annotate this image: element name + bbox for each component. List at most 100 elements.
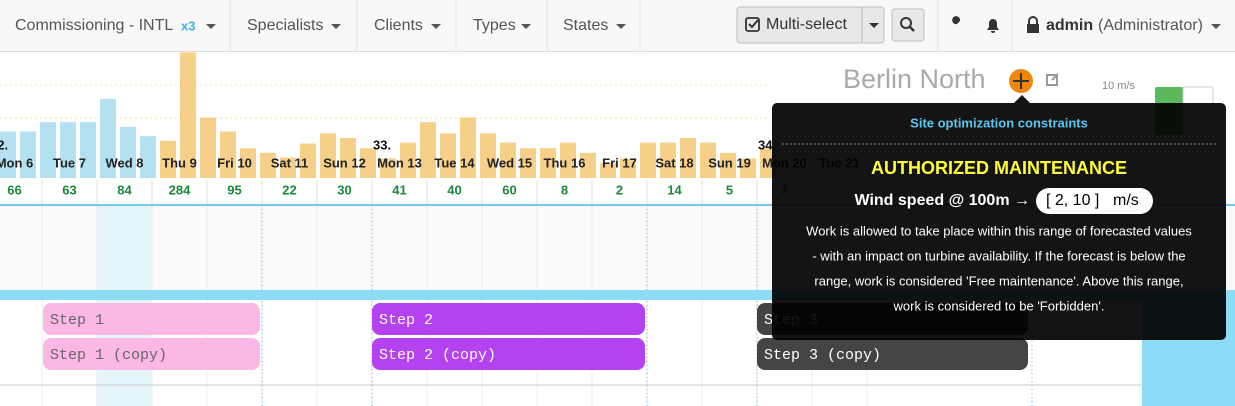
multiselect-button[interactable] — [736, 6, 885, 44]
wind-bar — [180, 52, 196, 179]
caret[interactable] — [521, 24, 531, 29]
wind-bar — [360, 148, 376, 178]
tooltip-description: Work is allowed to take place within thi… — [806, 223, 1192, 313]
wind-bar — [300, 143, 316, 178]
tooltip-label: Wind speed @ 100m → — [855, 192, 1031, 209]
wind-bar — [740, 158, 756, 178]
nav-menu[interactable]: States — [563, 17, 608, 34]
wind-bar — [0, 131, 16, 178]
settings-icon[interactable] — [949, 16, 961, 32]
day-label: Sun 19 — [708, 155, 751, 170]
wind-bar — [660, 142, 676, 178]
day-count: 63 — [62, 182, 76, 197]
nav-menu[interactable]: Specialists — [247, 17, 323, 34]
nav-menu[interactable]: Types — [473, 17, 516, 34]
day-label: Wed 8 — [105, 155, 143, 170]
day-label: Tue 7 — [53, 155, 86, 170]
week-label: 33. — [373, 137, 391, 152]
wind-bar — [60, 122, 76, 178]
task-label: Step 1 — [50, 312, 104, 329]
task-bar[interactable] — [372, 338, 645, 370]
wind-bar — [160, 140, 176, 178]
wind-bar — [400, 142, 416, 178]
site-name: Berlin North — [843, 64, 986, 94]
task-label: Step 1 (copy) — [50, 347, 167, 364]
tasks: Step 1 Step 1 (copy) Step 2 Step 2 (copy) St… — [43, 303, 1028, 370]
task-bar[interactable] — [757, 338, 1028, 370]
day-label: Thu 16 — [544, 155, 586, 170]
wind-bar — [80, 122, 96, 178]
tooltip: Site optimization constraints AUTHORIZED… — [772, 95, 1226, 340]
day-label: Wed 15 — [487, 155, 532, 170]
tooltip-arrow — [1014, 95, 1030, 103]
day-label: Thu 9 — [162, 155, 197, 170]
wind-chart — [0, 52, 776, 179]
wind-bar — [600, 163, 616, 178]
day-label: Sat 18 — [655, 155, 693, 170]
day-count: 14 — [667, 182, 682, 197]
day-label: Fri 17 — [602, 155, 637, 170]
caret[interactable] — [869, 23, 879, 28]
multiselect-label: Multi-select — [766, 16, 847, 33]
caret[interactable] — [206, 24, 216, 29]
notifications-icon[interactable] — [987, 19, 999, 33]
export-icon[interactable] — [1046, 73, 1059, 86]
wind-bar — [680, 138, 696, 178]
task-label: Step 2 — [379, 312, 433, 329]
task-bar[interactable] — [43, 303, 260, 335]
wind-bar — [340, 138, 356, 178]
wind-bar — [480, 133, 496, 178]
description-line: - with an impact on turbine availability… — [812, 248, 1185, 263]
caret[interactable] — [616, 24, 626, 29]
calendar: 32. 33. 34. Mon 6 Tue 7 Wed 8 Thu 9 Fri 10 Sat 1… — [0, 137, 860, 197]
day-count: 30 — [337, 182, 351, 197]
description-line: work is considered to be 'Forbidden'. — [893, 298, 1105, 313]
user-name[interactable]: admin — [1046, 17, 1093, 34]
checkbox-icon — [748, 19, 759, 29]
day-label: Sun 12 — [323, 155, 366, 170]
day-label: Tue 14 — [434, 155, 475, 170]
wind-bar — [720, 152, 736, 178]
wind-bar — [220, 131, 236, 178]
task-bar[interactable] — [43, 338, 260, 370]
day-count: 284 — [169, 182, 191, 197]
day-count: 41 — [392, 182, 406, 197]
project-menu[interactable]: Commissioning - INTL — [15, 17, 173, 34]
tooltip-heading: AUTHORIZED MAINTENANCE — [871, 158, 1127, 178]
wind-bar — [420, 122, 436, 178]
day-count: 84 — [117, 182, 132, 197]
tooltip-box — [772, 103, 1226, 340]
caret[interactable] — [431, 24, 441, 29]
day-count: 95 — [227, 182, 241, 197]
nav-menu[interactable]: Clients — [374, 17, 423, 34]
caret[interactable] — [331, 24, 341, 29]
range-value: [ 2, 10 ] — [1046, 192, 1099, 209]
user-role: (Administrator) — [1098, 17, 1203, 34]
caret[interactable] — [1211, 24, 1221, 29]
day-count: 40 — [447, 182, 461, 197]
day-label: Sat 11 — [271, 155, 309, 170]
wind-bar — [540, 148, 556, 178]
wind-bar — [280, 157, 296, 178]
wind-bar — [440, 133, 456, 178]
tooltip-title: Site optimization constraints — [910, 115, 1088, 130]
timeline-bar — [0, 290, 1235, 300]
wind-bar — [560, 142, 576, 178]
range-unit: m/s — [1113, 192, 1139, 209]
wind-bar — [120, 126, 136, 178]
search-button[interactable] — [891, 8, 925, 42]
day-label: Mon 6 — [0, 155, 33, 170]
wind-bar — [260, 152, 276, 178]
task-bar[interactable] — [372, 303, 645, 335]
search-icon — [900, 17, 912, 29]
day-count: 2 — [616, 182, 623, 197]
wind-bar — [460, 117, 476, 178]
lock-icon — [1027, 24, 1039, 33]
week-label: 32. — [0, 137, 8, 152]
day-label: Fri 10 — [217, 155, 252, 170]
day-count: 8 — [561, 182, 568, 197]
wind-bar — [380, 158, 396, 178]
wind-bar — [140, 136, 156, 178]
